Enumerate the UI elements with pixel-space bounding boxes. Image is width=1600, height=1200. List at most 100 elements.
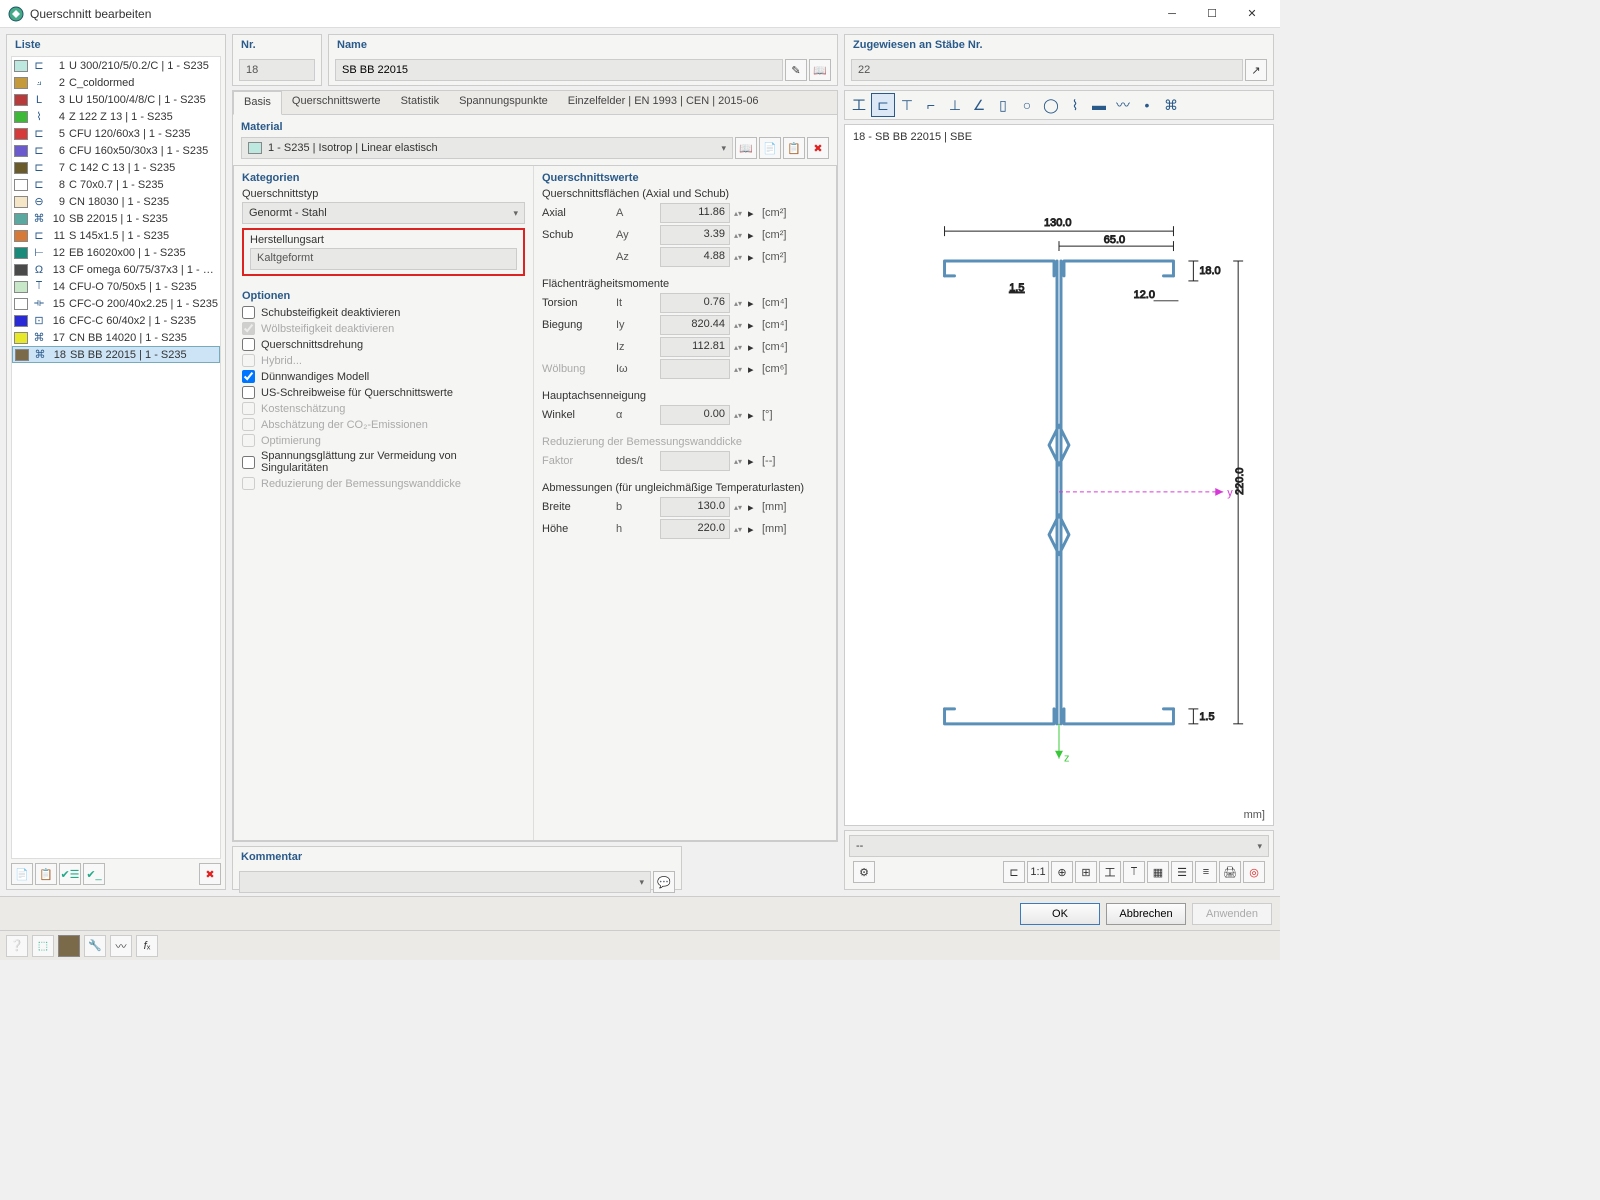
tab-statistik[interactable]: Statistik xyxy=(391,91,450,114)
new-item-icon[interactable]: 📄 xyxy=(11,863,33,885)
value-field[interactable]: 0.76 xyxy=(660,293,730,313)
checkbox[interactable] xyxy=(242,370,255,383)
go-icon[interactable]: ▸ xyxy=(748,523,758,536)
pv-list-icon[interactable]: ≡ xyxy=(1195,861,1217,883)
minimize-button[interactable]: ─ xyxy=(1152,0,1192,28)
edit-name-icon[interactable]: ✎ xyxy=(785,59,807,81)
go-icon[interactable]: ▸ xyxy=(748,455,758,468)
shape-l-icon[interactable]: ⌐ xyxy=(919,93,943,117)
shape-circle-icon[interactable]: ○ xyxy=(1015,93,1039,117)
sb-calc-icon[interactable]: ⬚ xyxy=(32,935,54,957)
checkbox[interactable] xyxy=(242,306,255,319)
list-item[interactable]: ⊢ 12 EB 16020x00 | 1 - S235 xyxy=(12,244,220,261)
go-icon[interactable]: ▸ xyxy=(748,297,758,310)
value-field[interactable]: 112.81 xyxy=(660,337,730,357)
tab-einzelfelder-en-1993-cen-2015-06[interactable]: Einzelfelder | EN 1993 | CEN | 2015-06 xyxy=(558,91,769,114)
qtype-dropdown[interactable]: Genormt - Stahl xyxy=(242,202,525,224)
shape-i-icon[interactable]: 工 xyxy=(847,93,871,117)
shape-rect-icon[interactable]: ▯ xyxy=(991,93,1015,117)
value-field[interactable]: 4.88 xyxy=(660,247,730,267)
shape-plate-icon[interactable]: ▬ xyxy=(1087,93,1111,117)
list-item[interactable]: ⌘ 18 SB BB 22015 | 1 - S235 xyxy=(12,346,220,363)
kommentar-dropdown[interactable] xyxy=(239,871,651,893)
list-item[interactable]: ⟙ 14 CFU-O 70/50x5 | 1 - S235 xyxy=(12,278,220,295)
close-button[interactable]: ✕ xyxy=(1232,0,1272,28)
assigned-pick-icon[interactable]: ↗ xyxy=(1245,59,1267,81)
material-copy-icon[interactable]: 📋 xyxy=(783,137,805,159)
spinner-icon[interactable]: ▴▾ xyxy=(734,343,744,352)
option-checkbox[interactable]: Spannungsglättung zur Vermeidung von Sin… xyxy=(242,450,525,474)
go-icon[interactable]: ▸ xyxy=(748,251,758,264)
list-item[interactable]: ⊏ 1 U 300/210/5/0.2/C | 1 - S235 xyxy=(12,57,220,74)
spinner-icon[interactable]: ▴▾ xyxy=(734,253,744,262)
spinner-icon[interactable]: ▴▾ xyxy=(734,321,744,330)
shape-dot-icon[interactable]: • xyxy=(1135,93,1159,117)
delete-item-icon[interactable]: ✖ xyxy=(199,863,221,885)
material-dropdown[interactable]: 1 - S235 | Isotrop | Linear elastisch xyxy=(241,137,733,159)
tab-spannungspunkte[interactable]: Spannungspunkte xyxy=(449,91,558,114)
assigned-field[interactable] xyxy=(851,59,1243,81)
value-field[interactable]: 220.0 xyxy=(660,519,730,539)
list-item[interactable]: ⊖ 9 CN 18030 | 1 - S235 xyxy=(12,193,220,210)
sb-color-icon[interactable] xyxy=(58,935,80,957)
shape-custom-icon[interactable]: ⌘ xyxy=(1159,93,1183,117)
name-field[interactable] xyxy=(335,59,783,81)
value-field[interactable]: 130.0 xyxy=(660,497,730,517)
checkbox[interactable] xyxy=(242,338,255,351)
pv-axis-icon[interactable]: ⊕ xyxy=(1051,861,1073,883)
shape-t-icon[interactable]: ⊤ xyxy=(895,93,919,117)
pv-shear-icon[interactable]: 工 xyxy=(1099,861,1121,883)
list-item[interactable]: ⊏ 11 S 145x1.5 | 1 - S235 xyxy=(12,227,220,244)
checkbox[interactable] xyxy=(242,386,255,399)
copy-item-icon[interactable]: 📋 xyxy=(35,863,57,885)
spinner-icon[interactable]: ▴▾ xyxy=(734,209,744,218)
list-item[interactable]: L 3 LU 150/100/4/8/C | 1 - S235 xyxy=(12,91,220,108)
sb-man-icon[interactable]: 🔧 xyxy=(84,935,106,957)
list-item[interactable]: ⊏ 8 C 70x0.7 | 1 - S235 xyxy=(12,176,220,193)
go-icon[interactable]: ▸ xyxy=(748,341,758,354)
spinner-icon[interactable]: ▴▾ xyxy=(734,525,744,534)
value-field[interactable]: 11.86 xyxy=(660,203,730,223)
list-item[interactable]: ⌘ 17 CN BB 14020 | 1 - S235 xyxy=(12,329,220,346)
material-new-icon[interactable]: 📄 xyxy=(759,137,781,159)
sb-wave-icon[interactable]: 〰 xyxy=(110,935,132,957)
spinner-icon[interactable]: ▴▾ xyxy=(734,231,744,240)
pv-target-icon[interactable]: ◎ xyxy=(1243,861,1265,883)
cancel-button[interactable]: Abbrechen xyxy=(1106,903,1186,925)
go-icon[interactable]: ▸ xyxy=(748,229,758,242)
nr-field[interactable] xyxy=(239,59,315,81)
list-item[interactable]: ⌘ 10 SB 22015 | 1 - S235 xyxy=(12,210,220,227)
spinner-icon[interactable]: ▴▾ xyxy=(734,365,744,374)
list-item[interactable]: ⟛ 15 CFC-O 200/40x2.25 | 1 - S235 xyxy=(12,295,220,312)
list-item[interactable]: ⟓ 2 C_coldormed xyxy=(12,74,220,91)
ok-button[interactable]: OK xyxy=(1020,903,1100,925)
value-field[interactable] xyxy=(660,359,730,379)
value-field[interactable]: 3.39 xyxy=(660,225,730,245)
option-checkbox[interactable]: Schubsteifigkeit deaktivieren xyxy=(242,306,525,319)
list-item[interactable]: ⊡ 16 CFC-C 60/40x2 | 1 - S235 xyxy=(12,312,220,329)
spinner-icon[interactable]: ▴▾ xyxy=(734,299,744,308)
shape-angle-icon[interactable]: ∠ xyxy=(967,93,991,117)
spinner-icon[interactable]: ▴▾ xyxy=(734,457,744,466)
material-lib-icon[interactable]: 📖 xyxy=(735,137,757,159)
preview-dropdown[interactable]: -- xyxy=(849,835,1269,857)
shape-c-icon[interactable]: ⊏ xyxy=(871,93,895,117)
option-checkbox[interactable]: Dünnwandiges Modell xyxy=(242,370,525,383)
check-green2-icon[interactable]: ✔_ xyxy=(83,863,105,885)
value-field[interactable]: 0.00 xyxy=(660,405,730,425)
sb-fx-icon[interactable]: fₓ xyxy=(136,935,158,957)
go-icon[interactable]: ▸ xyxy=(748,207,758,220)
list-item[interactable]: ⊏ 7 C 142 C 13 | 1 - S235 xyxy=(12,159,220,176)
spinner-icon[interactable]: ▴▾ xyxy=(734,411,744,420)
go-icon[interactable]: ▸ xyxy=(748,363,758,376)
shape-tt-icon[interactable]: ⊥ xyxy=(943,93,967,117)
tab-querschnittswerte[interactable]: Querschnittswerte xyxy=(282,91,391,114)
value-field[interactable] xyxy=(660,451,730,471)
pv-num-icon[interactable]: 1:1 xyxy=(1027,861,1049,883)
pv-tool1-icon[interactable]: ⚙ xyxy=(853,861,875,883)
pv-grid-icon[interactable]: ⊞ xyxy=(1075,861,1097,883)
list-item[interactable]: ⌇ 4 Z 122 Z 13 | 1 - S235 xyxy=(12,108,220,125)
tab-basis[interactable]: Basis xyxy=(233,91,282,115)
maximize-button[interactable]: ☐ xyxy=(1192,0,1232,28)
go-icon[interactable]: ▸ xyxy=(748,501,758,514)
